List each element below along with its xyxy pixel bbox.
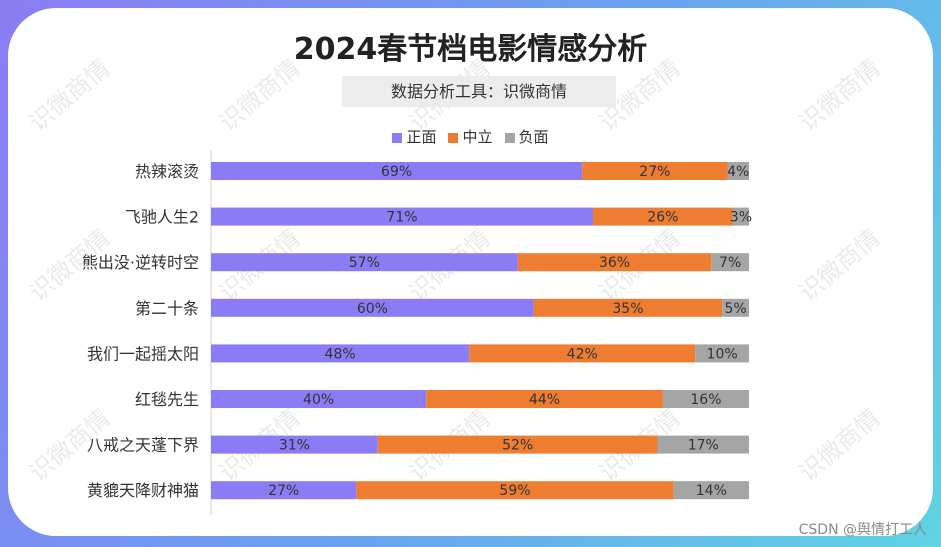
bar-segment	[533, 298, 723, 317]
data-label: 14%	[696, 483, 727, 499]
category-label: 熊出没·逆转时空	[82, 253, 199, 272]
data-label: 27%	[639, 164, 670, 180]
data-label: 10%	[707, 346, 738, 362]
bar-segment	[695, 344, 749, 363]
data-label: 36%	[599, 255, 630, 271]
data-label: 48%	[325, 346, 356, 362]
bar-segment	[582, 162, 728, 180]
category-label: 第二十条	[135, 299, 199, 318]
bar-segment	[711, 253, 749, 272]
bar-segment	[469, 344, 696, 363]
category-label: 我们一起摇太阳	[87, 344, 199, 363]
legend-swatch	[392, 132, 403, 143]
category-label: 飞驰人生2	[125, 208, 199, 227]
bar-segment	[377, 435, 658, 454]
data-label: 40%	[303, 392, 334, 408]
data-label: 3%	[730, 210, 752, 226]
data-label: 35%	[612, 301, 643, 317]
bar-segment	[211, 298, 534, 317]
legend-item: 正面	[392, 126, 436, 147]
bar-segment	[211, 253, 518, 272]
data-label: 57%	[349, 255, 380, 271]
legend-item: 中立	[448, 126, 493, 147]
category-label: 八戒之天蓬下界	[87, 436, 199, 455]
data-label: 5%	[724, 301, 746, 317]
bar-segment	[426, 390, 663, 408]
legend-label: 负面	[518, 128, 549, 146]
bar-segment	[722, 298, 749, 317]
data-label: 69%	[381, 164, 412, 180]
category-label: 热辣滚烫	[135, 162, 199, 181]
data-label: 16%	[690, 392, 721, 408]
data-label: 7%	[719, 255, 741, 271]
data-label: 42%	[567, 346, 598, 362]
bar-segment	[211, 207, 593, 226]
data-label: 71%	[386, 210, 417, 226]
legend-item: 负面	[504, 126, 549, 147]
data-label: 17%	[688, 438, 719, 454]
bar-segment	[592, 207, 733, 226]
data-label: 52%	[502, 438, 533, 454]
bar-segment	[211, 435, 378, 454]
legend-label: 中立	[462, 128, 493, 146]
data-label: 27%	[268, 483, 299, 499]
bar-segment	[517, 253, 712, 272]
legend-label: 正面	[406, 128, 437, 146]
credit-text: CSDN @舆情打工人	[798, 522, 927, 538]
bar-segment	[211, 481, 357, 500]
bar-segment	[673, 481, 749, 500]
bar-segment	[657, 435, 749, 454]
bar-segment	[727, 162, 749, 180]
bar-segment	[211, 344, 470, 363]
bar-segment	[356, 481, 674, 500]
data-label: 4%	[727, 164, 749, 180]
bar-segment	[211, 390, 427, 408]
bar-segment	[732, 207, 749, 226]
data-label: 26%	[647, 210, 678, 226]
category-label: 黄貔天降财神猫	[87, 481, 199, 500]
legend-swatch	[448, 132, 459, 143]
data-label: 60%	[357, 301, 388, 317]
bar-segment	[211, 162, 583, 180]
chart-title: 2024春节档电影情感分析	[293, 32, 648, 67]
bar-segment	[662, 390, 749, 408]
data-label: 44%	[529, 392, 560, 408]
chart-legend: 正面 中立 负面	[0, 126, 941, 147]
data-label: 59%	[499, 483, 530, 499]
data-label: 31%	[279, 438, 310, 454]
chart-subtitle: 数据分析工具：识微商情	[342, 76, 616, 107]
legend-swatch	[504, 132, 515, 143]
category-label: 红毯先生	[135, 390, 199, 409]
